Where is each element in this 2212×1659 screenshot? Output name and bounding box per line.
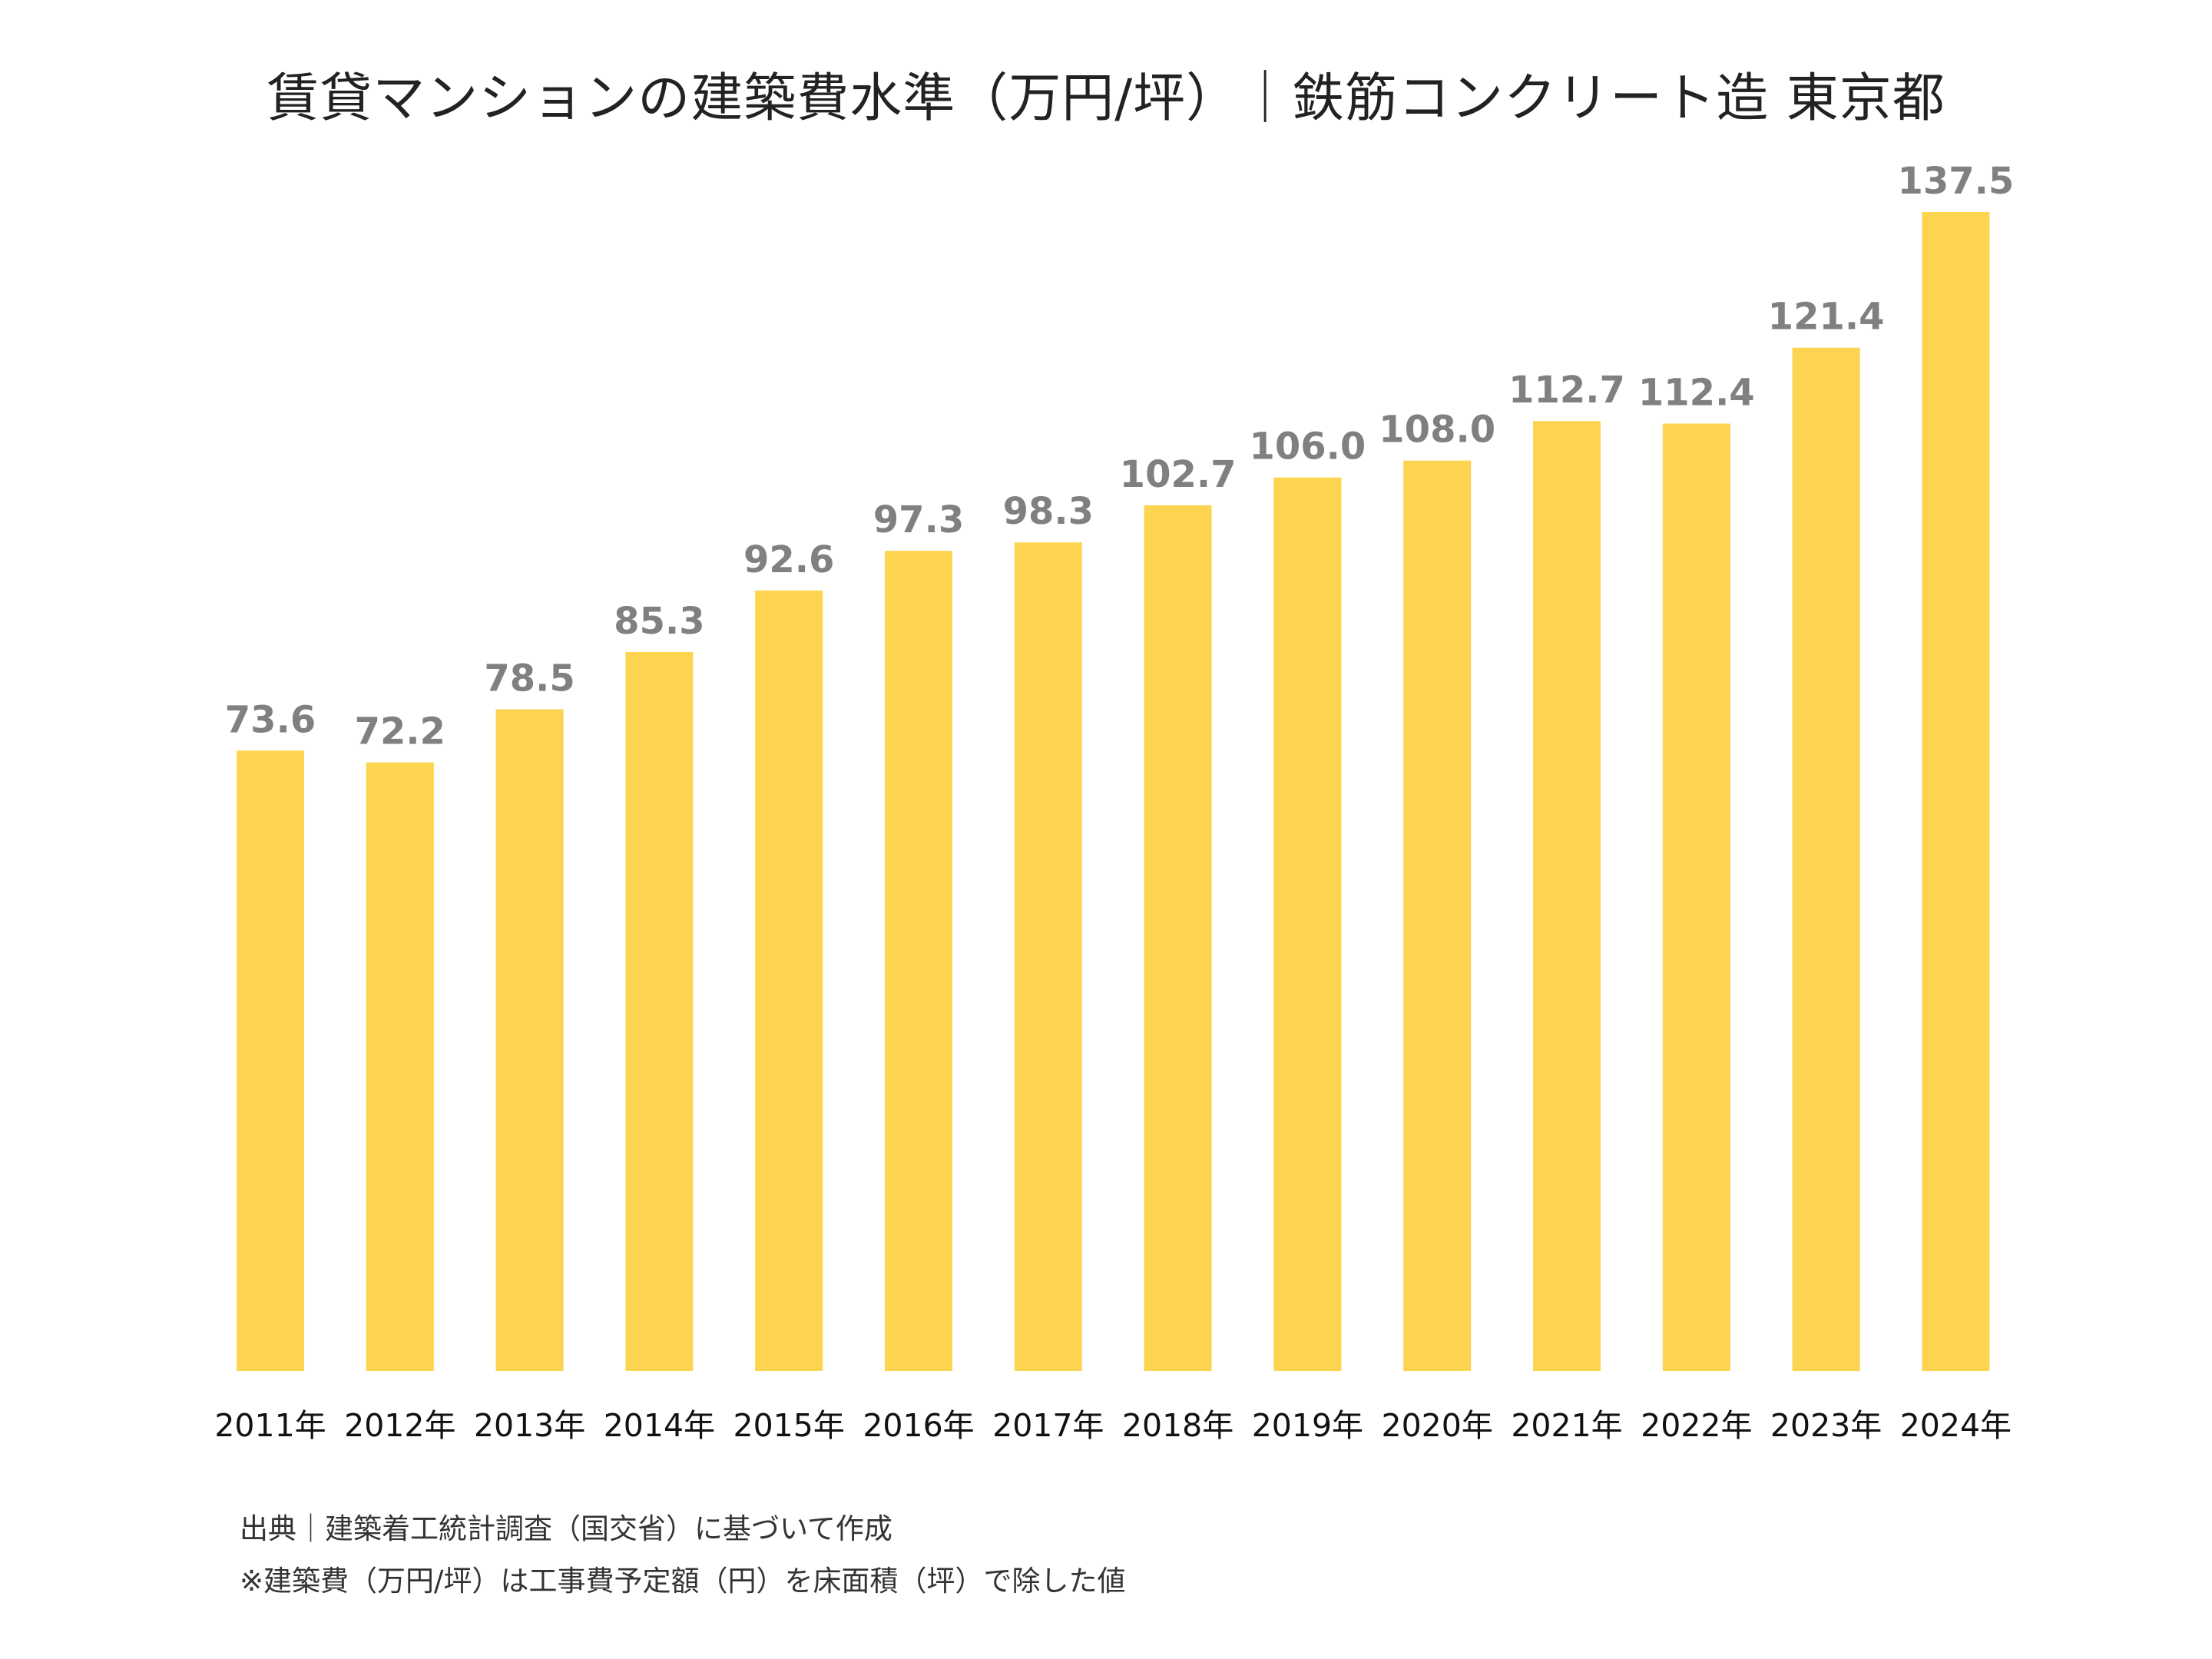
value-labels-group: 73.6 72.2 78.5 85.3 92.6 97.3 98.3 102.7 106.0 10… [225,160,2015,753]
x-tick-label: 2018年 [1122,1407,1233,1444]
value-label: 137.5 [1897,160,2014,203]
value-label: 121.4 [1768,296,1885,339]
value-label: 108.0 [1379,409,1495,452]
x-tick-label: 2021年 [1511,1407,1622,1444]
bar-2018年 [1144,505,1212,1371]
calculation-note: ※建築費（万円/坪）は工事費予定額（円）を床面積（坪）で除した値 [240,1565,1126,1598]
bar-2021年 [1533,421,1601,1372]
bar-2015年 [755,590,823,1371]
bar-2023年 [1792,347,1860,1372]
x-tick-label: 2023年 [1770,1407,1882,1444]
x-tick-label: 2020年 [1382,1407,1493,1444]
bar-2017年 [1014,542,1082,1372]
chart-title: 賃貸マンションの建築費水準（万円/坪）｜鉄筋コンクリート造 東京都 [267,68,1945,129]
value-label: 98.3 [1003,490,1094,533]
bar-2019年 [1273,477,1342,1372]
value-label: 97.3 [873,498,964,541]
bar-2022年 [1662,423,1730,1371]
bar-2013年 [495,709,564,1371]
source-note: 出典｜建築着工統計調査（国交省）に基づいて作成 [240,1512,892,1545]
x-tick-label: 2011年 [214,1407,326,1444]
bar-2020年 [1403,460,1472,1372]
bar-2016年 [885,551,952,1372]
x-tick-label: 2013年 [474,1407,585,1444]
x-tick-label: 2022年 [1641,1407,1752,1444]
value-label: 85.3 [614,600,704,643]
value-label: 102.7 [1120,453,1237,496]
x-tick-label: 2016年 [863,1407,974,1444]
bars-group [237,212,1990,1372]
bar-2012年 [366,762,434,1371]
x-tick-label: 2012年 [344,1407,455,1444]
x-tick-label: 2014年 [604,1407,715,1444]
x-tick-label: 2024年 [1900,1407,2012,1444]
value-label: 78.5 [484,657,575,700]
value-label: 73.6 [225,698,316,741]
x-tick-label: 2015年 [733,1407,845,1444]
value-label: 92.6 [743,538,834,581]
bar-2011年 [237,750,304,1371]
value-label: 112.7 [1508,369,1625,412]
bar-2014年 [625,651,694,1371]
x-tick-label: 2019年 [1252,1407,1363,1444]
value-label: 106.0 [1249,426,1366,469]
x-tick-label: 2017年 [992,1407,1104,1444]
value-label: 72.2 [355,710,445,753]
x-axis-labels: 2011年 2012年 2013年 2014年 2015年 2016年 2017年 2018年… [214,1407,2012,1444]
value-label: 112.4 [1638,372,1755,415]
bar-2024年 [1922,212,1990,1371]
